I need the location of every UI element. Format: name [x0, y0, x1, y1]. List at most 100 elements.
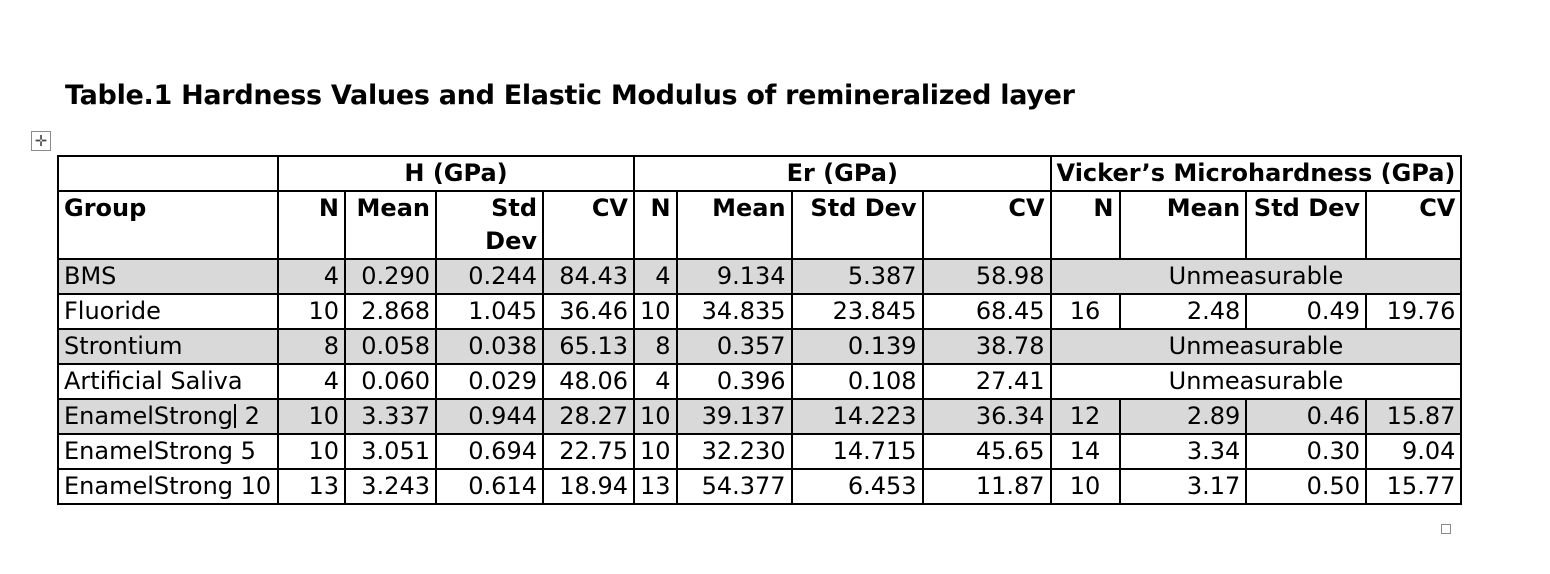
cell-er-n[interactable]: 10: [633, 398, 678, 435]
cell-h-cv[interactable]: 28.27: [542, 398, 635, 435]
cell-h-n[interactable]: 10: [277, 398, 346, 435]
cell-h-std-dev[interactable]: 0.029: [435, 363, 544, 400]
cell-group[interactable]: EnamelStrong 10: [57, 468, 279, 505]
cell-h-n[interactable]: 8: [277, 328, 346, 365]
cell-er-n[interactable]: 13: [633, 468, 678, 505]
cell-v-n[interactable]: 16: [1049, 293, 1121, 330]
cell-er-mean[interactable]: 9.134: [675, 258, 793, 295]
cell-er-std-dev[interactable]: 5.387: [790, 258, 924, 295]
cell-h-n[interactable]: 10: [277, 293, 346, 330]
cell-group[interactable]: Artificial Saliva: [57, 363, 279, 400]
cell-h-cv[interactable]: 36.46: [542, 293, 635, 330]
cell-er-cv[interactable]: 58.98: [921, 258, 1052, 295]
cell-h-mean[interactable]: 2.868: [344, 293, 437, 330]
cell-v-mean[interactable]: 2.89: [1118, 398, 1248, 435]
cell-h-std-dev[interactable]: 1.045: [435, 293, 544, 330]
col-h-cv[interactable]: CV: [542, 190, 635, 260]
cell-h-n[interactable]: 4: [277, 258, 346, 295]
cell-er-std-dev[interactable]: 0.108: [790, 363, 924, 400]
cell-er-cv[interactable]: 36.34: [921, 398, 1052, 435]
cell-er-std-dev[interactable]: 23.845: [790, 293, 924, 330]
cell-v-cv[interactable]: 9.04: [1365, 433, 1463, 470]
cell-v-std-dev[interactable]: 0.30: [1245, 433, 1368, 470]
cell-v-mean[interactable]: 2.48: [1118, 293, 1248, 330]
cell-group[interactable]: EnamelStrong 2: [57, 398, 279, 435]
cell-h-n[interactable]: 4: [277, 363, 346, 400]
cell-er-n[interactable]: 8: [633, 328, 678, 365]
header-empty-cell[interactable]: [57, 155, 279, 192]
cell-vickers-unmeasurable[interactable]: Unmeasurable: [1049, 258, 1463, 295]
cell-v-mean[interactable]: 3.17: [1118, 468, 1248, 505]
cell-er-mean[interactable]: 0.357: [675, 328, 793, 365]
cell-er-std-dev[interactable]: 6.453: [790, 468, 924, 505]
cell-er-std-dev[interactable]: 14.223: [790, 398, 924, 435]
cell-h-mean[interactable]: 3.337: [344, 398, 437, 435]
cell-er-cv[interactable]: 68.45: [921, 293, 1052, 330]
cell-h-std-dev[interactable]: 0.944: [435, 398, 544, 435]
cell-h-mean[interactable]: 0.290: [344, 258, 437, 295]
cell-group[interactable]: BMS: [57, 258, 279, 295]
cell-h-std-dev[interactable]: 0.694: [435, 433, 544, 470]
cell-v-std-dev[interactable]: 0.50: [1245, 468, 1368, 505]
cell-group[interactable]: Strontium: [57, 328, 279, 365]
cell-h-mean[interactable]: 0.058: [344, 328, 437, 365]
cell-h-cv[interactable]: 22.75: [542, 433, 635, 470]
table-move-handle-icon[interactable]: ✛: [31, 131, 51, 151]
cell-h-std-dev[interactable]: 0.614: [435, 468, 544, 505]
col-er-mean[interactable]: Mean: [675, 190, 793, 260]
cell-v-cv[interactable]: 15.77: [1365, 468, 1463, 505]
cell-h-cv[interactable]: 65.13: [542, 328, 635, 365]
cell-er-n[interactable]: 4: [633, 258, 678, 295]
cell-er-n[interactable]: 10: [633, 433, 678, 470]
cell-er-mean[interactable]: 32.230: [675, 433, 793, 470]
col-group[interactable]: Group: [57, 190, 279, 260]
cell-er-cv[interactable]: 45.65: [921, 433, 1052, 470]
col-h-std-dev[interactable]: Std Dev: [435, 190, 544, 260]
cell-h-mean[interactable]: 3.051: [344, 433, 437, 470]
cell-h-cv[interactable]: 84.43: [542, 258, 635, 295]
cell-v-n[interactable]: 14: [1049, 433, 1121, 470]
cell-vickers-unmeasurable[interactable]: Unmeasurable: [1049, 328, 1463, 365]
col-h-mean[interactable]: Mean: [344, 190, 437, 260]
col-er-cv[interactable]: CV: [921, 190, 1052, 260]
cell-h-cv[interactable]: 48.06: [542, 363, 635, 400]
cell-er-mean[interactable]: 54.377: [675, 468, 793, 505]
cell-vickers-unmeasurable[interactable]: Unmeasurable: [1049, 363, 1463, 400]
cell-er-n[interactable]: 10: [633, 293, 678, 330]
cell-group[interactable]: EnamelStrong 5: [57, 433, 279, 470]
cell-group[interactable]: Fluoride: [57, 293, 279, 330]
cell-h-std-dev[interactable]: 0.244: [435, 258, 544, 295]
col-v-std-dev[interactable]: Std Dev: [1245, 190, 1368, 260]
cell-er-mean[interactable]: 34.835: [675, 293, 793, 330]
col-h-n[interactable]: N: [277, 190, 346, 260]
cell-h-n[interactable]: 10: [277, 433, 346, 470]
cell-er-mean[interactable]: 39.137: [675, 398, 793, 435]
header-vickers[interactable]: Vicker’s Microhardness (GPa): [1049, 155, 1463, 192]
cell-er-cv[interactable]: 27.41: [921, 363, 1052, 400]
col-er-n[interactable]: N: [633, 190, 678, 260]
cell-v-cv[interactable]: 19.76: [1365, 293, 1463, 330]
cell-er-cv[interactable]: 11.87: [921, 468, 1052, 505]
cell-er-std-dev[interactable]: 0.139: [790, 328, 924, 365]
header-h-gpa[interactable]: H (GPa): [277, 155, 635, 192]
col-v-cv[interactable]: CV: [1365, 190, 1463, 260]
cell-er-cv[interactable]: 38.78: [921, 328, 1052, 365]
cell-er-n[interactable]: 4: [633, 363, 678, 400]
cell-v-n[interactable]: 10: [1049, 468, 1121, 505]
cell-v-std-dev[interactable]: 0.46: [1245, 398, 1368, 435]
cell-v-mean[interactable]: 3.34: [1118, 433, 1248, 470]
cell-h-mean[interactable]: 0.060: [344, 363, 437, 400]
cell-v-n[interactable]: 12: [1049, 398, 1121, 435]
cell-er-mean[interactable]: 0.396: [675, 363, 793, 400]
cell-h-n[interactable]: 13: [277, 468, 346, 505]
header-er-gpa[interactable]: Er (GPa): [633, 155, 1052, 192]
cell-v-std-dev[interactable]: 0.49: [1245, 293, 1368, 330]
col-er-std-dev[interactable]: Std Dev: [790, 190, 924, 260]
col-v-n[interactable]: N: [1049, 190, 1121, 260]
cell-h-cv[interactable]: 18.94: [542, 468, 635, 505]
cell-er-std-dev[interactable]: 14.715: [790, 433, 924, 470]
col-v-mean[interactable]: Mean: [1118, 190, 1248, 260]
table-resize-handle[interactable]: [1441, 524, 1451, 534]
cell-h-std-dev[interactable]: 0.038: [435, 328, 544, 365]
cell-v-cv[interactable]: 15.87: [1365, 398, 1463, 435]
